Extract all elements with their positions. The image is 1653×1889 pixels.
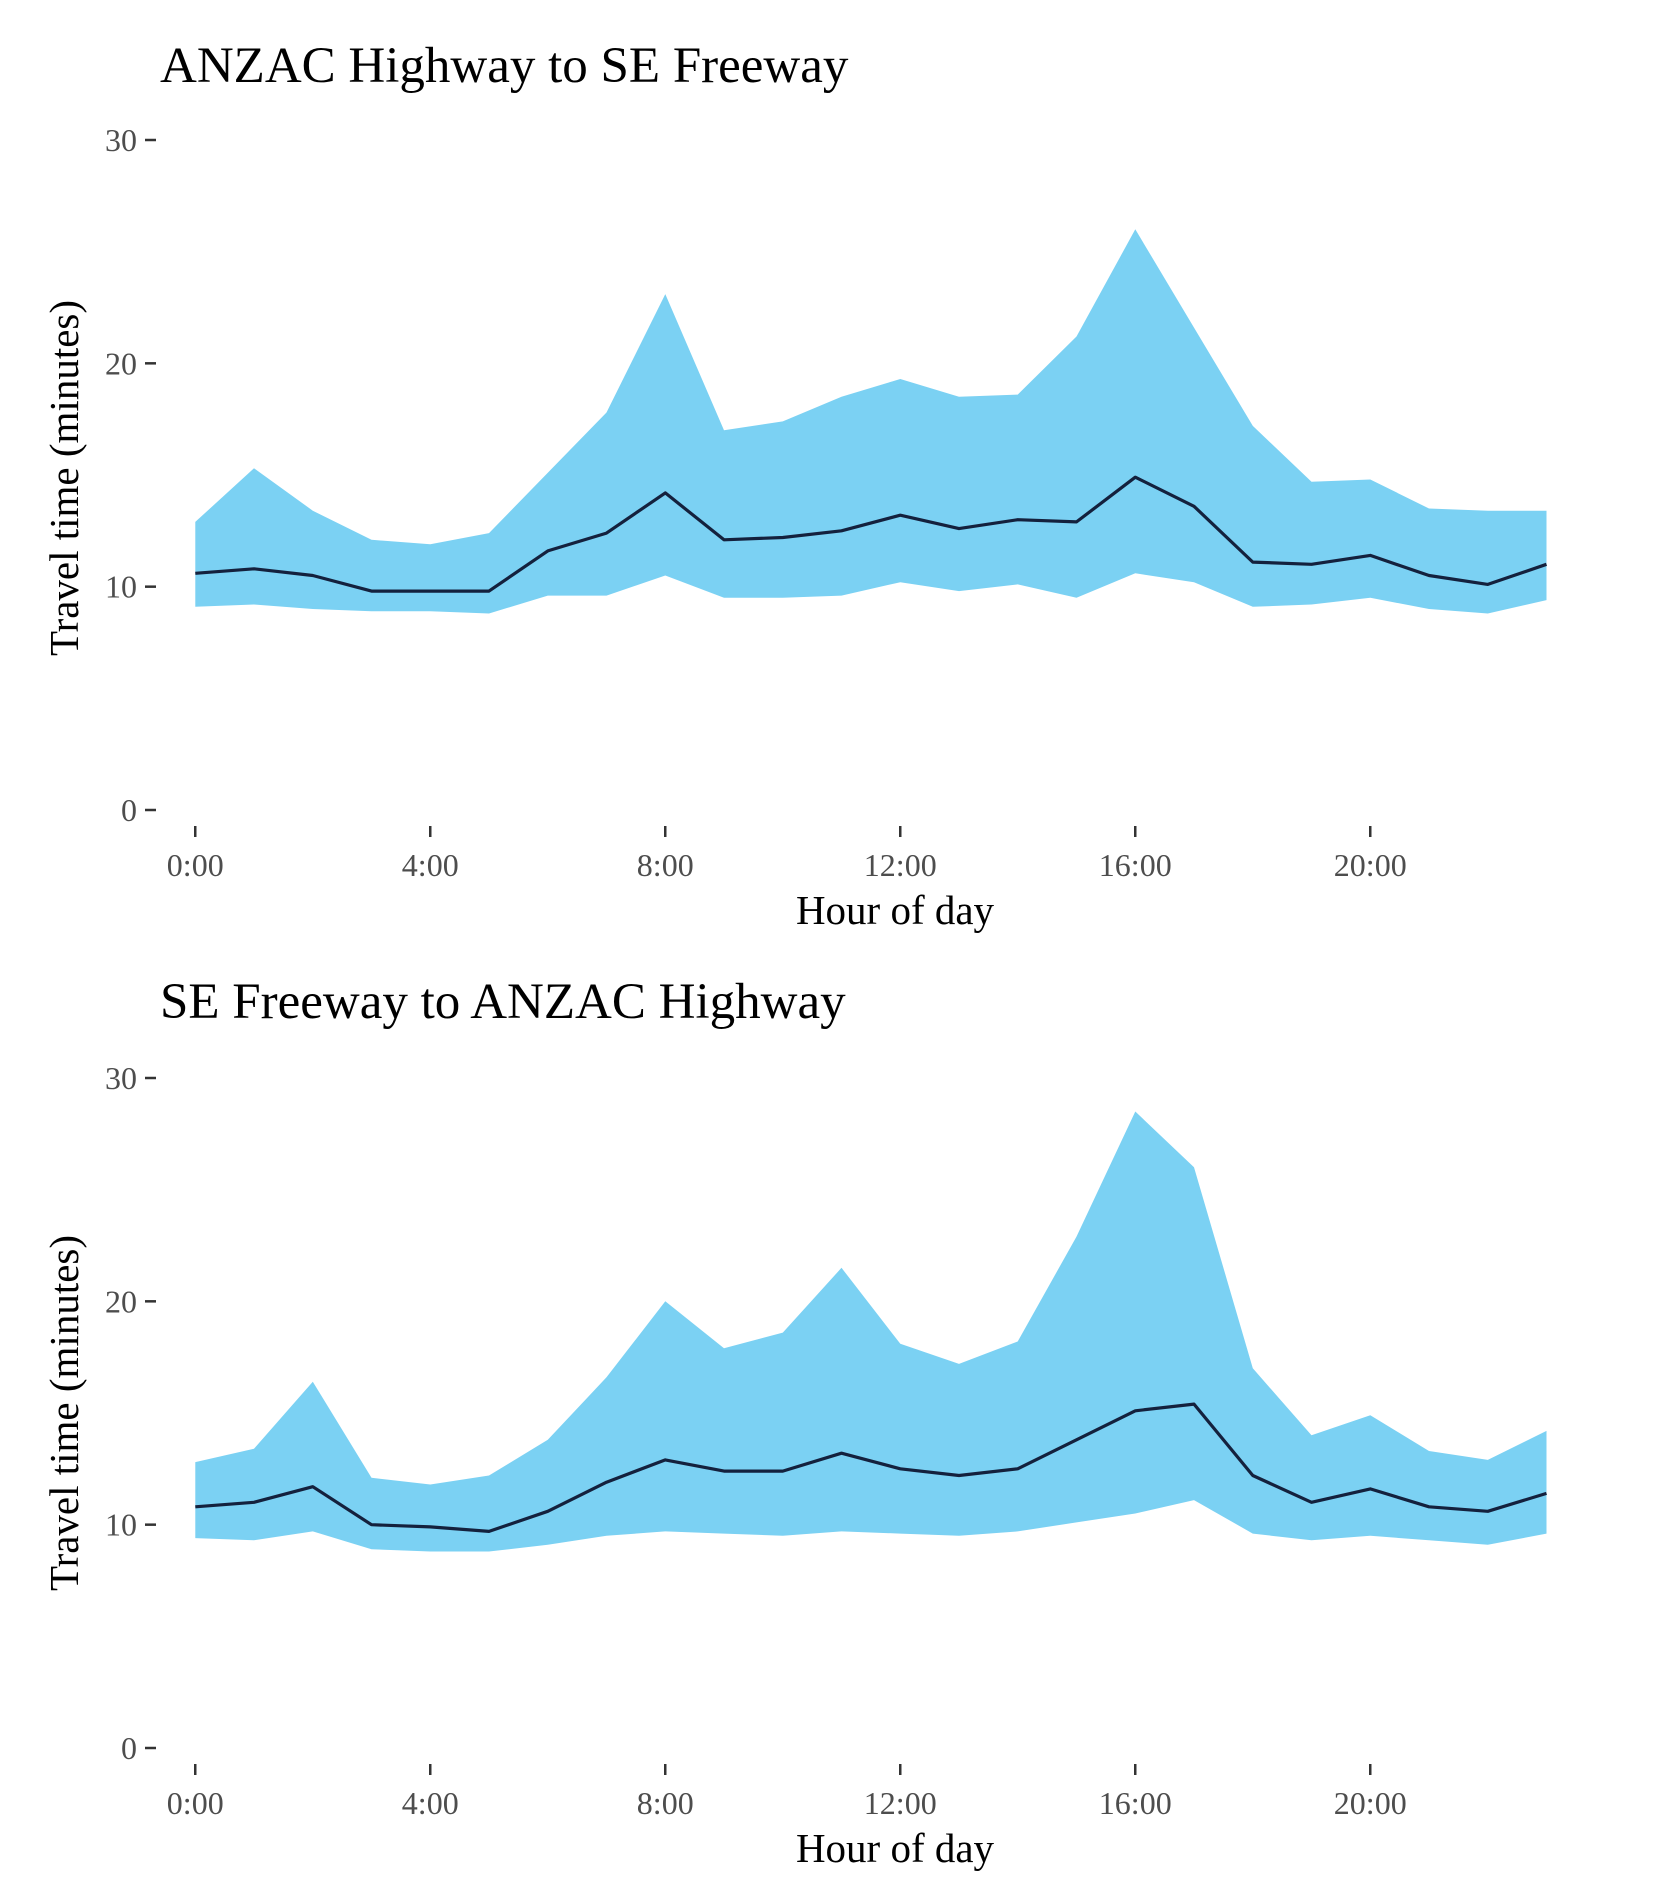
chart-panel-se-freeway-to-anzac: SE Freeway to ANZAC Highway Hour of day … xyxy=(41,974,1547,1871)
chart-title: SE Freeway to ANZAC Highway xyxy=(160,974,846,1030)
x-tick-label: 4:00 xyxy=(402,1785,459,1821)
range-band-area xyxy=(195,229,1547,614)
x-axis-title: Hour of day xyxy=(796,1825,995,1871)
median-travel-time-line xyxy=(195,475,1548,593)
x-axis-title: Hour of day xyxy=(796,887,995,933)
y-axis-title: Travel time (minutes) xyxy=(41,1235,87,1591)
median-travel-time-line xyxy=(195,1402,1547,1534)
chart-title: ANZAC Highway to SE Freeway xyxy=(160,38,849,94)
y-tick-label: 20 xyxy=(105,345,137,381)
y-tick-label: 10 xyxy=(105,569,137,605)
x-tick-label: 4:00 xyxy=(402,847,459,883)
y-tick-label: 0 xyxy=(121,1730,137,1766)
x-tick-label: 8:00 xyxy=(637,847,694,883)
x-tick-label: 0:00 xyxy=(167,1785,224,1821)
chart-panel-anzac-to-se-freeway: ANZAC Highway to SE Freeway Hour of day … xyxy=(41,38,1548,933)
x-tick-label: 12:00 xyxy=(864,847,937,883)
x-tick-label: 16:00 xyxy=(1099,1785,1172,1821)
y-tick-label: 20 xyxy=(105,1283,137,1319)
y-axis-title: Travel time (minutes) xyxy=(41,300,87,656)
x-tick-label: 0:00 xyxy=(167,847,224,883)
range-band-area xyxy=(195,1111,1547,1552)
x-tick-label: 16:00 xyxy=(1099,847,1172,883)
y-tick-label: 10 xyxy=(105,1507,137,1543)
y-tick-label: 30 xyxy=(105,1060,137,1096)
y-tick-label: 0 xyxy=(121,792,137,828)
x-tick-label: 8:00 xyxy=(637,1785,694,1821)
y-tick-label: 30 xyxy=(105,122,137,158)
x-tick-label: 12:00 xyxy=(864,1785,937,1821)
x-tick-label: 20:00 xyxy=(1334,1785,1407,1821)
x-tick-label: 20:00 xyxy=(1334,847,1407,883)
